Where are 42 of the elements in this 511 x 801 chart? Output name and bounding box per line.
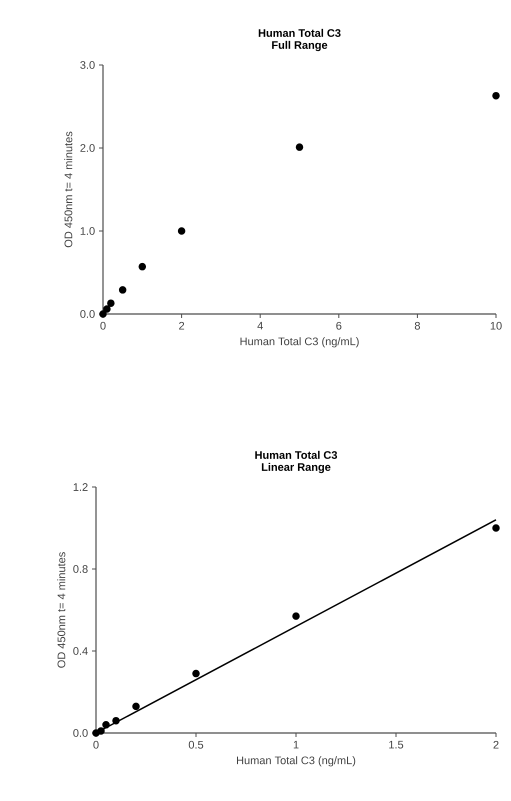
y-tick-label: 3.0 (80, 61, 95, 69)
chart-title: Human Total C3 (255, 450, 338, 459)
x-axis-title: Human Total C3 (ng/mL) (240, 337, 359, 348)
point (492, 92, 500, 100)
x-tick-label: 10 (490, 322, 502, 330)
point (107, 299, 115, 307)
x-tick-label: 1 (294, 740, 299, 748)
x-tick-label: 4 (257, 322, 263, 330)
y-tick-label: 2.0 (80, 144, 95, 152)
point (99, 310, 107, 318)
point (118, 286, 126, 294)
y-tick-label: 0.0 (73, 729, 88, 737)
point (492, 524, 500, 532)
chart-subtitle: Full Range (272, 40, 328, 52)
y-tick-label: 1.2 (74, 483, 88, 491)
point (97, 727, 105, 735)
point (296, 143, 304, 151)
point (292, 612, 300, 620)
x-tick-label: 2 (179, 322, 184, 330)
x-axis-title: Human Total C3 (ng/mL) (236, 756, 356, 766)
x-tick-label: 0.5 (188, 740, 204, 749)
x-tick-label: 8 (414, 322, 420, 330)
chart-title: Human Total C3 (258, 28, 341, 37)
x-tick-label: 0 (93, 740, 99, 749)
y-tick-label: 0.8 (73, 565, 88, 573)
point (192, 670, 200, 678)
point (138, 262, 146, 270)
y-axis-title: OD 450nm t= 4 minutes (57, 552, 66, 668)
y-tick-label: 1.0 (80, 227, 95, 235)
y-tick-label: 0.4 (73, 647, 88, 655)
x-tick-label: 6 (336, 322, 342, 330)
point (178, 227, 186, 235)
x-tick-label: 1.5 (389, 740, 404, 749)
point (102, 721, 110, 729)
y-axis-title: OD 450nm t= 4 minutes (64, 132, 72, 248)
point (103, 305, 111, 313)
x-tick-label: 2 (493, 740, 499, 749)
x-tick-label: 0 (100, 322, 106, 330)
chart-subtitle: Linear Range (262, 462, 330, 474)
point (132, 702, 140, 710)
point (112, 716, 120, 724)
y-tick-label: 0.0 (80, 310, 95, 318)
